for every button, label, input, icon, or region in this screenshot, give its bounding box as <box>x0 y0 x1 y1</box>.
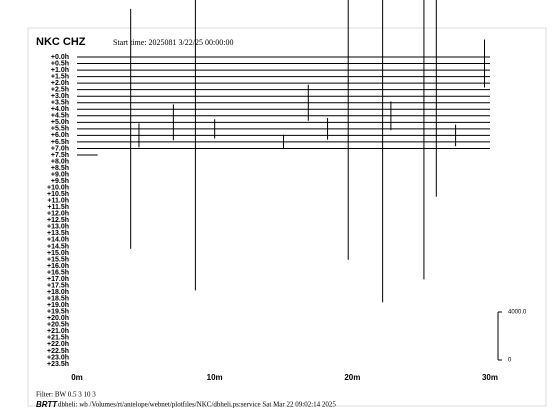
row-label: +12.0h <box>47 211 69 218</box>
row-label: +14.5h <box>47 243 69 250</box>
x-tick-label: 30m <box>482 373 498 382</box>
row-label: +1.0h <box>51 67 69 74</box>
row-label: +10.0h <box>47 184 69 191</box>
row-label: +2.0h <box>51 80 69 87</box>
row-label: +8.5h <box>51 165 69 172</box>
row-label: +0.0h <box>51 54 69 61</box>
frame <box>27 27 547 407</box>
row-label: +20.0h <box>47 315 69 322</box>
row-label: +9.5h <box>51 178 69 185</box>
row-label: +4.0h <box>51 106 69 113</box>
row-label: +9.0h <box>51 171 69 178</box>
row-label: +8.0h <box>51 158 69 165</box>
row-label: +14.0h <box>47 237 69 244</box>
row-label: +4.5h <box>51 113 69 120</box>
row-label: +22.0h <box>47 341 69 348</box>
program: BRTT <box>36 400 58 409</box>
row-label: +3.0h <box>51 93 69 100</box>
row-label: +1.5h <box>51 73 69 80</box>
station: NKC CHZ <box>36 36 86 48</box>
row-label: +19.5h <box>47 309 69 316</box>
scale-label: 4000.0 <box>508 310 527 316</box>
row-label: +18.0h <box>47 289 69 296</box>
row-label: +6.0h <box>51 132 69 139</box>
row-label: +15.0h <box>47 250 69 257</box>
row-label: +18.5h <box>47 296 69 303</box>
row-label: +13.0h <box>47 224 69 231</box>
scale-zero: 0 <box>508 358 512 364</box>
info: dbheli: wb /Volumes/rt/antelope/webnet/p… <box>58 401 336 409</box>
row-label: +7.5h <box>51 152 69 159</box>
row-label: +21.0h <box>47 328 69 335</box>
row-label: +10.5h <box>47 191 69 198</box>
x-tick-label: 20m <box>344 373 360 382</box>
row-label: +17.0h <box>47 276 69 283</box>
row-label: +21.5h <box>47 335 69 342</box>
row-label: +11.5h <box>47 204 69 211</box>
row-label: +13.5h <box>47 230 69 237</box>
row-label: +20.5h <box>47 322 69 329</box>
row-label: +17.5h <box>47 282 69 289</box>
row-label: +5.5h <box>51 126 69 133</box>
row-label: +19.0h <box>47 302 69 309</box>
filter: Filter: BW 0.5 3 10 3 <box>36 391 96 399</box>
row-label: +11.0h <box>47 198 69 205</box>
row-label: +7.0h <box>51 145 69 152</box>
row-label: +0.5h <box>51 60 69 67</box>
row-label: +12.5h <box>47 217 69 224</box>
row-label: +15.5h <box>47 256 69 263</box>
row-label: +3.5h <box>51 100 69 107</box>
row-label: +6.5h <box>51 139 69 146</box>
row-label: +22.5h <box>47 348 69 355</box>
row-label: +16.5h <box>47 269 69 276</box>
row-label: +23.5h <box>47 361 69 368</box>
row-label: +23.0h <box>47 354 69 361</box>
row-label: +2.5h <box>51 87 69 94</box>
x-tick-label: 0m <box>71 373 83 382</box>
start-time: Start time: 2025081 3/22/25 00:00:00 <box>113 38 233 47</box>
x-tick-label: 10m <box>207 373 223 382</box>
row-label: +5.0h <box>51 119 69 126</box>
row-label: +16.0h <box>47 263 69 270</box>
